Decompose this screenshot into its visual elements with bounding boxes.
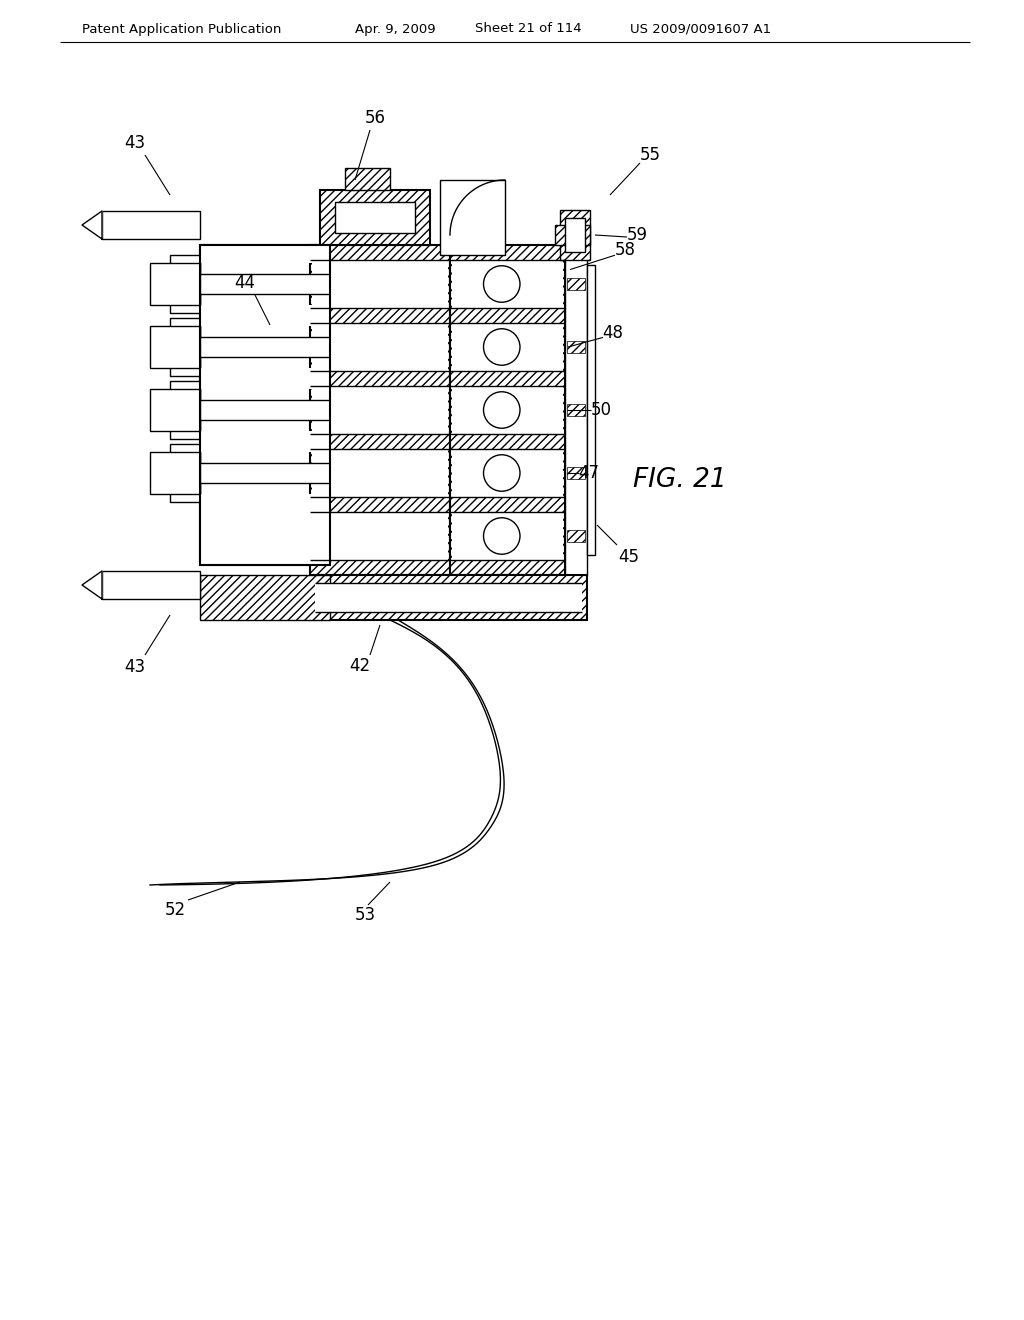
- Bar: [567, 279, 585, 290]
- Text: 55: 55: [640, 147, 660, 164]
- Text: 58: 58: [614, 242, 636, 260]
- Bar: [102, 211, 200, 239]
- Polygon shape: [82, 211, 102, 239]
- Circle shape: [483, 392, 520, 428]
- Text: 48: 48: [602, 323, 624, 342]
- Bar: [200, 246, 330, 263]
- Bar: [150, 263, 200, 305]
- Bar: [345, 168, 390, 190]
- Bar: [200, 576, 330, 620]
- Text: 43: 43: [125, 657, 145, 676]
- Bar: [200, 368, 330, 389]
- Bar: [150, 451, 200, 494]
- Bar: [565, 246, 587, 576]
- Bar: [555, 224, 590, 246]
- Bar: [452, 323, 563, 371]
- Bar: [452, 512, 563, 560]
- Bar: [170, 444, 200, 502]
- Bar: [452, 385, 563, 434]
- Polygon shape: [82, 572, 102, 599]
- Bar: [452, 260, 563, 308]
- Circle shape: [483, 329, 520, 366]
- Circle shape: [483, 265, 520, 302]
- Bar: [312, 512, 449, 560]
- Bar: [170, 381, 200, 440]
- Bar: [312, 323, 449, 371]
- Bar: [587, 265, 595, 554]
- Bar: [312, 260, 449, 308]
- Text: US 2009/0091607 A1: US 2009/0091607 A1: [630, 22, 771, 36]
- Text: 43: 43: [125, 135, 145, 152]
- Bar: [200, 337, 330, 356]
- Bar: [565, 218, 585, 252]
- Bar: [200, 246, 330, 565]
- Bar: [200, 305, 330, 326]
- Bar: [560, 210, 590, 260]
- Bar: [450, 246, 565, 576]
- Bar: [452, 449, 563, 498]
- Bar: [312, 449, 449, 498]
- Circle shape: [483, 455, 520, 491]
- Bar: [310, 576, 587, 620]
- Text: 42: 42: [349, 657, 371, 675]
- Text: 47: 47: [579, 465, 599, 482]
- Bar: [567, 341, 585, 352]
- Circle shape: [483, 517, 520, 554]
- Text: 50: 50: [591, 401, 611, 418]
- Text: 52: 52: [165, 902, 185, 919]
- Bar: [200, 463, 330, 483]
- Text: Sheet 21 of 114: Sheet 21 of 114: [475, 22, 582, 36]
- Bar: [200, 246, 330, 565]
- Text: 56: 56: [365, 110, 385, 127]
- Bar: [567, 404, 585, 416]
- Text: Patent Application Publication: Patent Application Publication: [82, 22, 282, 36]
- Bar: [170, 318, 200, 376]
- Bar: [150, 389, 200, 432]
- Text: 45: 45: [618, 548, 640, 566]
- Bar: [200, 432, 330, 451]
- Text: 59: 59: [627, 226, 647, 244]
- Text: FIG. 21: FIG. 21: [633, 467, 727, 492]
- Text: 53: 53: [354, 906, 376, 924]
- Bar: [170, 255, 200, 313]
- Bar: [200, 275, 330, 294]
- Bar: [567, 467, 585, 479]
- Bar: [440, 180, 505, 255]
- Bar: [335, 202, 415, 234]
- Text: Apr. 9, 2009: Apr. 9, 2009: [355, 22, 435, 36]
- Bar: [315, 583, 582, 612]
- Bar: [200, 400, 330, 420]
- Bar: [312, 385, 449, 434]
- Bar: [102, 572, 200, 599]
- Bar: [567, 531, 585, 543]
- Text: 44: 44: [234, 275, 256, 292]
- Bar: [310, 246, 450, 576]
- Bar: [319, 190, 430, 246]
- Bar: [150, 326, 200, 368]
- Bar: [200, 494, 330, 565]
